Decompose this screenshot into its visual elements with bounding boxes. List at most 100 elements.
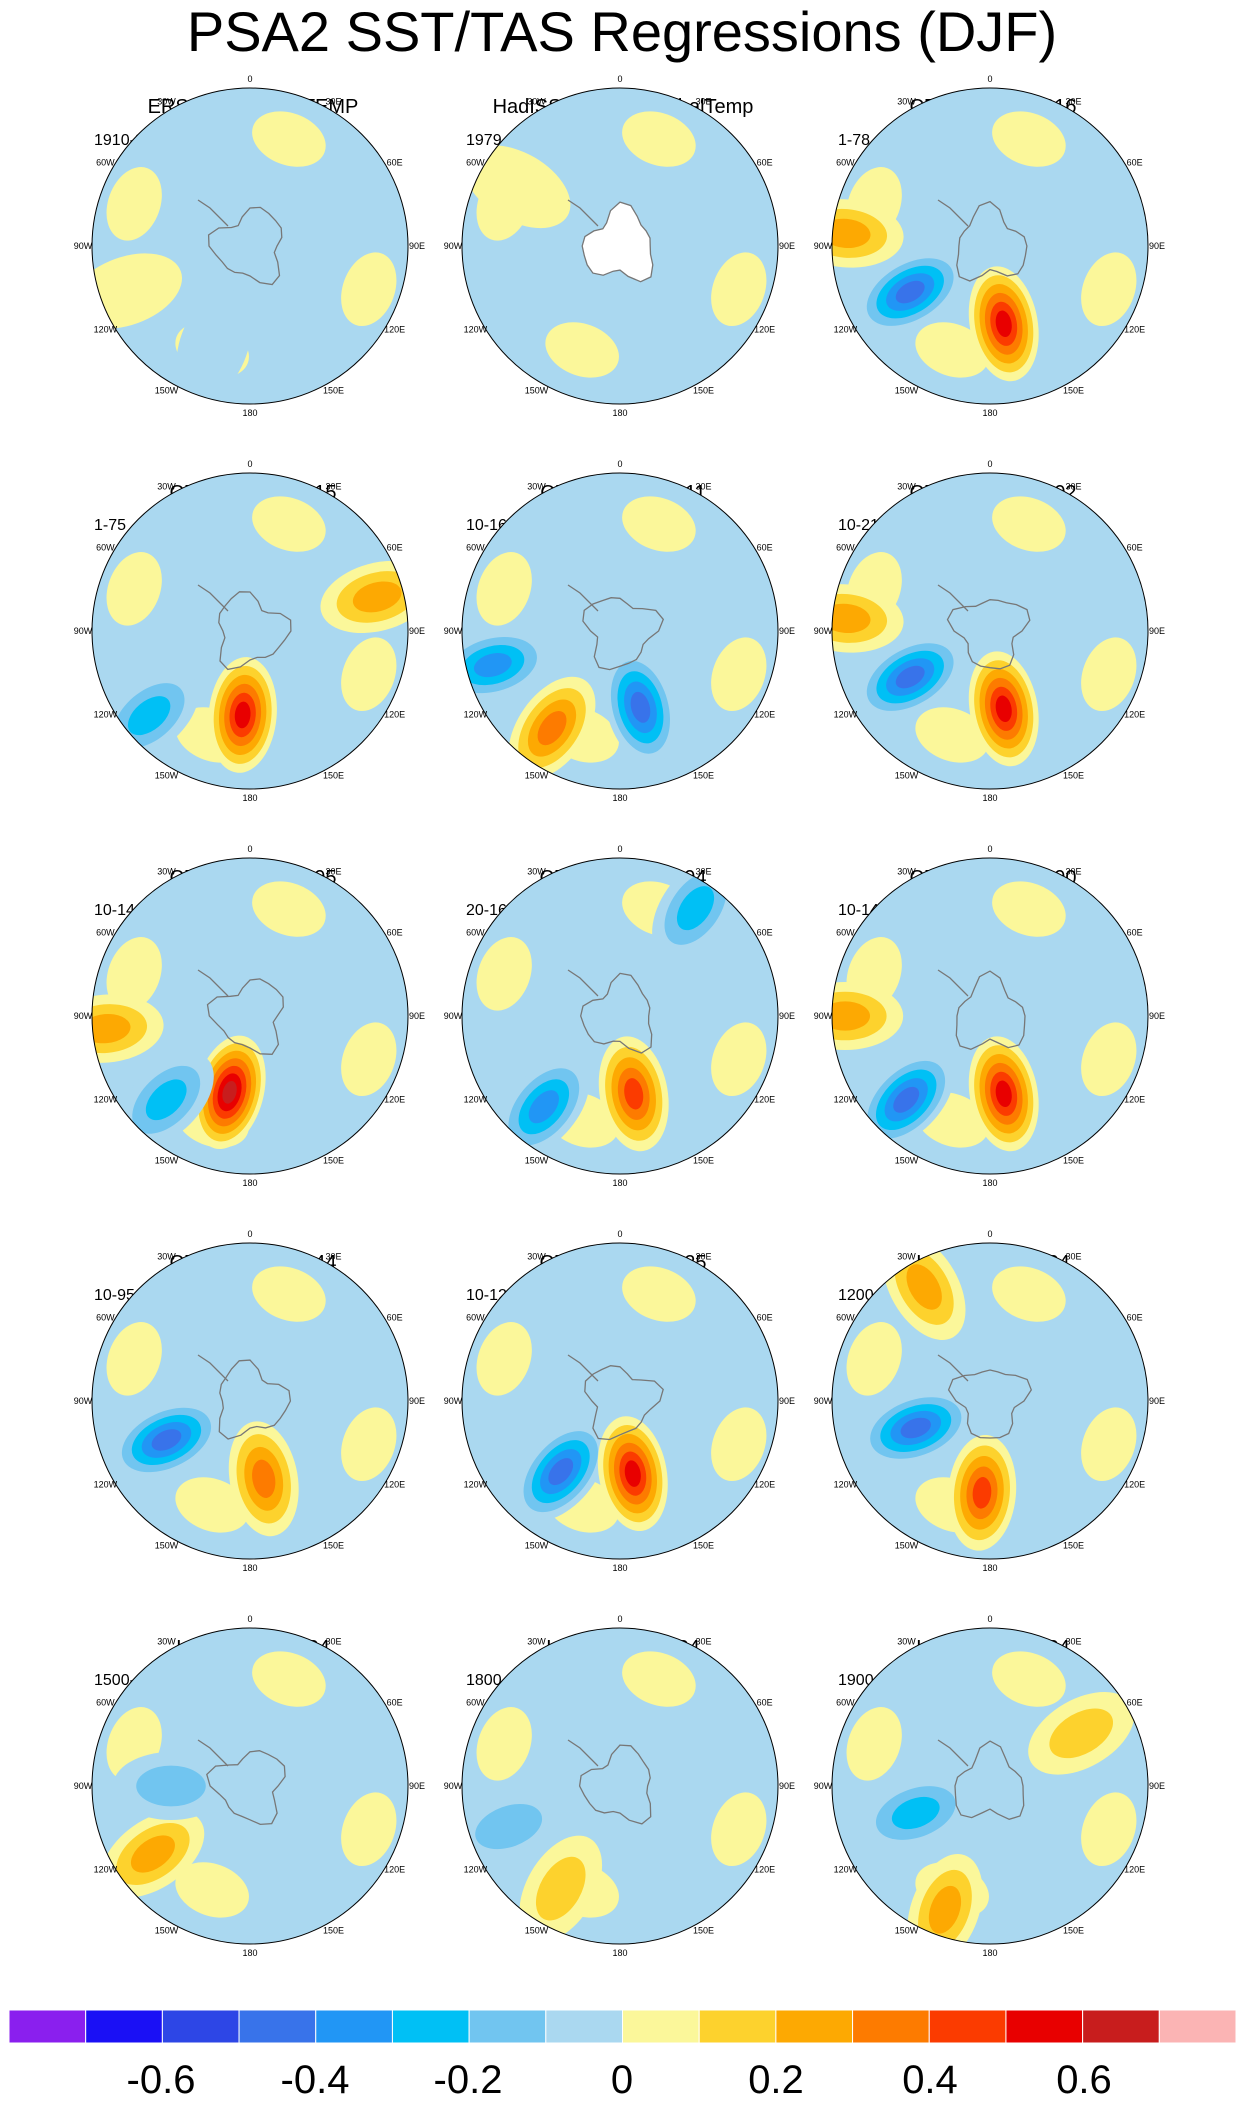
longitude-label: 60E <box>1127 928 1143 938</box>
anomaly-patch <box>992 111 1066 167</box>
longitude-label: 30E <box>325 1251 341 1261</box>
longitude-label: 180 <box>982 1563 997 1573</box>
anomaly-contour <box>475 1803 543 1850</box>
map-frame <box>461 1627 779 1945</box>
colorbar-swatch <box>622 2009 700 2044</box>
peninsula-coastline <box>937 1739 969 1767</box>
longitude-label: 60W <box>96 928 115 938</box>
map-panel-field <box>92 858 408 1174</box>
longitude-label: 180 <box>612 1948 627 1958</box>
anomaly-patch <box>476 1707 532 1781</box>
longitude-label: 120E <box>1124 710 1145 720</box>
map-panel-field <box>462 473 778 789</box>
longitude-label: 180 <box>982 793 997 803</box>
longitude-label: 0 <box>617 74 622 84</box>
anomaly-patch <box>622 1651 696 1707</box>
longitude-label: 120E <box>384 710 405 720</box>
colorbar-tick-label: 0.4 <box>902 2058 958 2102</box>
map-panel-field <box>92 1243 408 1559</box>
anomaly-contour <box>145 1079 187 1121</box>
longitude-label: 60W <box>836 928 855 938</box>
anomaly-patch <box>711 637 767 712</box>
anomaly-patch <box>341 1792 397 1867</box>
longitude-label: 30E <box>1065 866 1081 876</box>
longitude-label: 60E <box>757 1313 773 1323</box>
anomaly-patch <box>622 1266 696 1322</box>
longitude-label: 150E <box>1063 386 1084 396</box>
longitude-label: 60E <box>387 928 403 938</box>
longitude-label: 30E <box>325 481 341 491</box>
anomaly-patch <box>175 1862 249 1918</box>
longitude-label: 150E <box>693 1156 714 1166</box>
longitude-label: 30E <box>695 866 711 876</box>
longitude-label: 90E <box>1149 626 1165 636</box>
longitude-label: 120W <box>834 710 858 720</box>
longitude-label: 0 <box>987 1229 992 1239</box>
longitude-label: 180 <box>242 1948 257 1958</box>
anomaly-patch <box>106 167 162 241</box>
anomaly-patch <box>106 937 162 1011</box>
longitude-label: 180 <box>242 1563 257 1573</box>
peninsula-coastline <box>197 1354 229 1382</box>
antarctica-coastline <box>580 972 653 1054</box>
anomaly-patch <box>341 252 397 327</box>
anomaly-patch <box>341 1407 397 1482</box>
anomaly-patch <box>1081 252 1137 327</box>
antarctica-coastline <box>578 1744 652 1825</box>
anomaly-patch <box>106 1322 162 1396</box>
colorbar-tick-label: -0.6 <box>126 2058 196 2102</box>
longitude-label: 150W <box>155 1541 179 1551</box>
peninsula-coastline <box>197 1739 229 1767</box>
anomaly-contour <box>891 1796 940 1830</box>
longitude-label: 60W <box>836 1698 855 1708</box>
map-background <box>92 1243 408 1559</box>
anomaly-contour <box>1049 1708 1114 1759</box>
map-frame <box>91 1242 409 1560</box>
longitude-label: 180 <box>612 1178 627 1188</box>
longitude-label: 150E <box>693 1541 714 1551</box>
longitude-label: 150W <box>155 386 179 396</box>
longitude-label: 30E <box>695 1636 711 1646</box>
longitude-label: 150W <box>525 1541 549 1551</box>
anomaly-contour <box>995 1080 1012 1108</box>
longitude-label: 60W <box>466 158 485 168</box>
longitude-label: 120E <box>1124 1480 1145 1490</box>
anomaly-contour <box>535 1856 586 1921</box>
peninsula-coastline <box>567 969 599 997</box>
longitude-label: 120W <box>94 710 118 720</box>
peninsula-coastline <box>937 1354 969 1382</box>
longitude-label: 90E <box>409 626 425 636</box>
longitude-label: 30W <box>157 866 176 876</box>
longitude-label: 90E <box>1149 1011 1165 1021</box>
longitude-label: 120E <box>754 1480 775 1490</box>
longitude-label: 30E <box>695 96 711 106</box>
anomaly-contour <box>637 295 721 402</box>
anomaly-contour <box>624 1460 641 1487</box>
longitude-label: 150E <box>693 771 714 781</box>
longitude-label: 0 <box>247 74 252 84</box>
longitude-label: 0 <box>247 844 252 854</box>
map-panel-field <box>462 88 778 404</box>
peninsula-coastline <box>567 1354 599 1382</box>
anomaly-contour <box>234 701 251 729</box>
map-frame <box>831 472 1149 790</box>
peninsula-coastline <box>197 969 229 997</box>
antarctica-coastline <box>955 970 1026 1050</box>
anomaly-patch <box>1081 637 1137 712</box>
anomaly-patch <box>341 1022 397 1097</box>
longitude-label: 120W <box>464 1480 488 1490</box>
longitude-label: 180 <box>982 1948 997 1958</box>
longitude-label: 120W <box>464 1865 488 1875</box>
antarctica-coastline <box>218 591 292 671</box>
colorbar-swatch <box>391 2009 470 2044</box>
map-panel-field <box>92 88 408 404</box>
longitude-label: 0 <box>987 1614 992 1624</box>
map-panel-field <box>832 88 1148 404</box>
peninsula-coastline <box>937 584 969 612</box>
colorbar-tick-label: 0.2 <box>748 2058 804 2102</box>
map-frame <box>91 1627 409 1945</box>
anomaly-patch <box>476 552 532 626</box>
longitude-label: 150W <box>895 1541 919 1551</box>
longitude-label: 60W <box>466 928 485 938</box>
longitude-label: 60E <box>757 1698 773 1708</box>
